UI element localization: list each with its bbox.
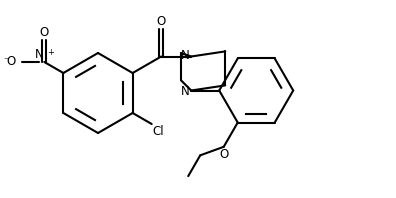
- Text: O: O: [156, 14, 166, 28]
- Text: O: O: [6, 54, 15, 68]
- Text: Cl: Cl: [153, 125, 164, 138]
- Text: ⁻: ⁻: [3, 56, 8, 66]
- Text: O: O: [219, 148, 228, 161]
- Text: N: N: [34, 48, 43, 61]
- Text: +: +: [47, 48, 54, 57]
- Text: N: N: [181, 49, 189, 62]
- Text: O: O: [40, 26, 49, 39]
- Text: N: N: [181, 85, 189, 98]
